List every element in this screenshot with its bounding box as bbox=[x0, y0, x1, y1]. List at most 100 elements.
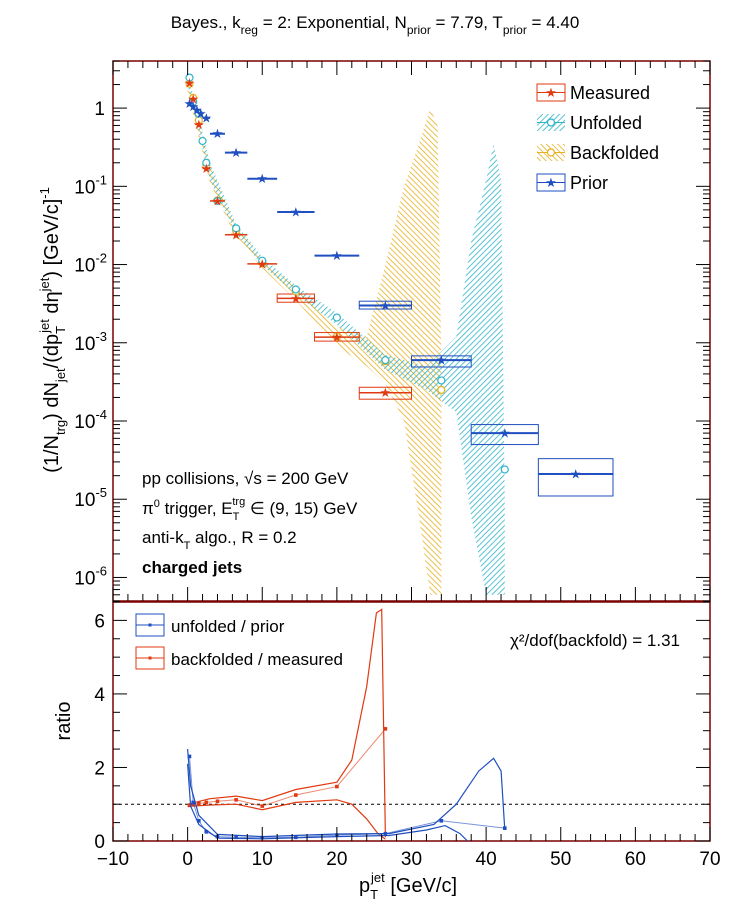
backfolded-over-measured-point-3 bbox=[204, 800, 209, 805]
bottom-xtick-label-7: 60 bbox=[625, 849, 646, 870]
bottom-xtick-label-0: −10 bbox=[97, 849, 129, 870]
svg-text:Prior: Prior bbox=[570, 173, 608, 193]
unfolded-over-prior-point-1 bbox=[191, 800, 196, 805]
unfolded-over-prior-point-9 bbox=[383, 831, 388, 836]
bottom-xtick-label-5: 40 bbox=[476, 849, 497, 870]
legend-backfolded-over-measured: backfolded / measured bbox=[135, 646, 343, 670]
x-axis-label: pTjet [GeV/c] bbox=[359, 870, 457, 902]
prior-point-8: ★ bbox=[290, 204, 302, 219]
measured-point-3: ★ bbox=[200, 161, 212, 176]
svg-text:★: ★ bbox=[545, 175, 557, 190]
svg-text:Unfolded: Unfolded bbox=[570, 113, 642, 133]
measured-point-6: ★ bbox=[256, 256, 268, 271]
prior-point-2: ★ bbox=[191, 102, 203, 117]
svg-text:Measured: Measured bbox=[570, 83, 650, 103]
unfolded-over-prior-lower bbox=[187, 763, 468, 841]
prior-point-9: ★ bbox=[331, 248, 343, 263]
bottom-ytick-label-2: 4 bbox=[94, 685, 105, 706]
bottom-ytick-label-1: 2 bbox=[94, 758, 105, 779]
prior-box-2 bbox=[470, 424, 539, 446]
top-ytick-label-2: 10-4 bbox=[74, 407, 107, 433]
backfolded-over-measured-lower bbox=[187, 799, 386, 840]
prior-point-4: ★ bbox=[200, 110, 212, 125]
top-ytick-label-0: 10-6 bbox=[74, 563, 107, 589]
backfolded-over-measured-point-4 bbox=[215, 799, 220, 804]
bottom-bands bbox=[113, 608, 710, 841]
legend-unfolded: Unfolded bbox=[537, 113, 642, 133]
legend-unfolded-over-prior: unfolded / prior bbox=[135, 613, 285, 637]
prior-point-3: ★ bbox=[195, 106, 207, 121]
unfolded-over-prior-point-10 bbox=[439, 818, 444, 823]
backfolded-over-measured-point-1 bbox=[191, 802, 196, 807]
unfolded-point-11 bbox=[437, 376, 446, 385]
bottom-legend: unfolded / prior backfolded / measured bbox=[135, 613, 343, 670]
bottom-xtick-label-1: 0 bbox=[182, 849, 193, 870]
unfolded-over-prior-point-11 bbox=[502, 826, 507, 830]
legend-prior: ★ Prior bbox=[536, 173, 608, 193]
prior-point-11: ★ bbox=[436, 353, 448, 368]
backfolded-over-measured-upper bbox=[187, 608, 386, 838]
unfolded-over-prior-point-0 bbox=[187, 754, 192, 759]
top-ytick-label-5: 10-1 bbox=[74, 172, 107, 198]
unfolded-point-10 bbox=[381, 356, 390, 365]
prior-point-12: ★ bbox=[499, 426, 511, 441]
unfolded-over-prior-center bbox=[189, 756, 505, 839]
measured-point-0: ★ bbox=[184, 75, 196, 90]
bottom-ytick-label-0: 0 bbox=[94, 832, 105, 853]
backfolded-over-measured-point-9 bbox=[383, 727, 388, 731]
unfolded-over-prior-point-3 bbox=[204, 830, 209, 834]
backfolded-band bbox=[187, 77, 442, 595]
top-y-axis-label: (1/Ntrg) dNjet/(dpTjet dηjet) [GeV/c]-1 bbox=[37, 187, 68, 473]
top-ytick-label-4: 10-2 bbox=[74, 251, 107, 277]
bottom-xtick-label-8: 70 bbox=[699, 849, 720, 870]
bottom-xtick-label-4: 30 bbox=[401, 849, 422, 870]
measured-point-7: ★ bbox=[290, 291, 302, 306]
backfolded-point-10 bbox=[437, 385, 446, 394]
prior-point-7: ★ bbox=[256, 171, 268, 186]
measured-point-5: ★ bbox=[230, 227, 242, 242]
measured-point-9: ★ bbox=[380, 385, 392, 400]
svg-text:unfolded / prior: unfolded / prior bbox=[171, 617, 285, 636]
prior-point-6: ★ bbox=[230, 145, 242, 160]
svg-text:★: ★ bbox=[545, 85, 557, 100]
unfolded-over-prior-upper bbox=[187, 749, 506, 838]
top-axes: 10-6 10-5 10-4 10-3 10-2 10-1 1 bbox=[74, 60, 711, 602]
measured-point-8: ★ bbox=[331, 330, 343, 345]
bottom-xtick-label-2: 10 bbox=[252, 849, 273, 870]
backfolded-over-measured-point-8 bbox=[335, 784, 339, 789]
backfolded-over-measured-point-5 bbox=[234, 798, 238, 802]
chart-title: Bayes., kreg = 2: Exponential, Nprior = … bbox=[171, 13, 580, 37]
unfolded-point-0 bbox=[185, 73, 194, 82]
unfolded-over-prior-point-7 bbox=[294, 835, 298, 840]
annotation-charged-jets: charged jets bbox=[142, 558, 242, 577]
prior-box-1 bbox=[411, 355, 472, 368]
annotation-algorithm: anti-kT algo., R = 0.2 bbox=[142, 528, 297, 552]
top-ytick-label-6: 1 bbox=[94, 99, 105, 120]
prior-point-10: ★ bbox=[380, 298, 392, 313]
unfolded-point-12 bbox=[500, 465, 509, 474]
bottom-ytick-label-3: 6 bbox=[94, 611, 105, 632]
chi2-annotation: χ²/dof(backfold) = 1.31 bbox=[510, 631, 680, 650]
legend-backfolded: Backfolded bbox=[537, 143, 659, 163]
backfolded-over-measured-point-7 bbox=[294, 793, 298, 797]
unfolded-point-4 bbox=[202, 158, 211, 167]
measured-point-1: ★ bbox=[187, 92, 199, 107]
annotation-trigger: π0 trigger, ETtrg ∈ (9, 15) GeV bbox=[142, 496, 358, 523]
backfolded-over-measured-point-6 bbox=[260, 804, 265, 808]
bottom-xtick-label-6: 50 bbox=[550, 849, 571, 870]
measured-point-2: ★ bbox=[193, 117, 205, 132]
top-ytick-label-1: 10-5 bbox=[74, 485, 107, 511]
prior-point-5: ★ bbox=[212, 126, 224, 141]
prior-point-13: ★ bbox=[570, 467, 582, 482]
top-legend: ★ Measured Unfolded Backfolded ★ Prior bbox=[536, 83, 659, 193]
unfolded-point-3 bbox=[198, 136, 207, 146]
measured-point-4: ★ bbox=[212, 193, 224, 208]
top-marks: ★★★★★★★★★★★★★★★★★★★★★★★★ bbox=[184, 73, 614, 497]
collision-annotations: pp collisions, √s = 200 GeV π0 trigger, … bbox=[142, 469, 358, 577]
prior-point-1: ★ bbox=[187, 99, 199, 114]
unfolded-point-6 bbox=[232, 224, 241, 233]
backfolded-over-measured-point-0 bbox=[187, 803, 192, 808]
svg-text:backfolded / measured: backfolded / measured bbox=[171, 650, 343, 669]
